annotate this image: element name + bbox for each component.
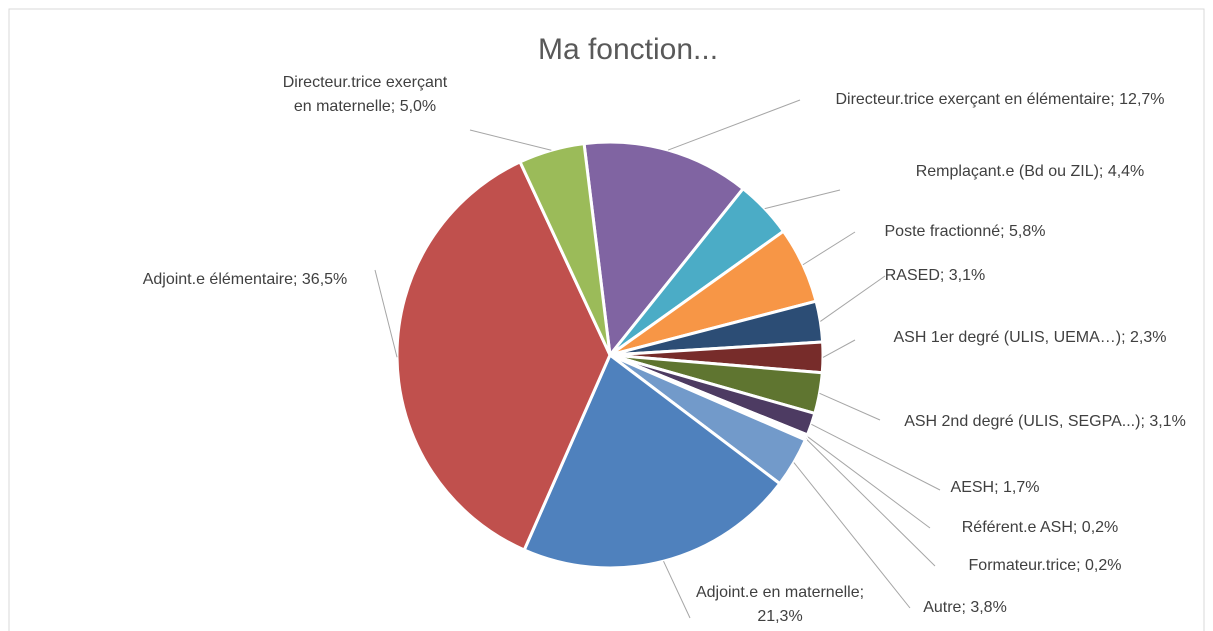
category: Référent.e ASH: [961, 519, 1073, 536]
pie-slice: [518, 141, 612, 356]
leader-line: [469, 129, 552, 151]
value-label: 0,2%: [1085, 557, 1122, 574]
chart-border: [8, 8, 1205, 631]
value-label: 5,8%: [1009, 223, 1046, 240]
separator: ;: [390, 98, 400, 115]
data-label: Référent.e ASH; 0,2%: [940, 516, 1140, 540]
value-label: 12,7%: [1119, 91, 1165, 108]
category: Adjoint.e élémentaire: [142, 271, 294, 288]
separator: ;: [1076, 557, 1085, 574]
leader-line: [374, 269, 398, 358]
separator: ;: [859, 584, 869, 601]
value-label: 3,8%: [970, 599, 1007, 616]
leader-line: [663, 560, 691, 619]
separator: ;: [939, 267, 949, 284]
data-label: Adjoint.e en maternelle; 21,3%: [685, 581, 875, 629]
separator: ;: [1121, 329, 1131, 346]
pie-slice: [395, 159, 612, 552]
category: Autre: [923, 599, 962, 616]
category: ASH 2nd degré (ULIS, SEGPA...): [904, 413, 1141, 430]
separator: ;: [994, 479, 1003, 496]
category: ASH 1er degré (ULIS, UEMA…): [893, 329, 1122, 346]
separator: ;: [1000, 223, 1010, 240]
separator: ;: [1110, 91, 1120, 108]
data-label: Directeur.trice exerçant en maternelle; …: [275, 71, 455, 119]
value-label: 3,1%: [948, 267, 986, 284]
value-label: 5,0%: [399, 98, 437, 115]
leader-line: [806, 435, 931, 529]
data-label: Poste fractionné; 5,8%: [840, 220, 1090, 244]
category: Directeur.trice exerçant en maternelle: [282, 74, 452, 115]
data-label: RASED; 3,1%: [855, 264, 1015, 288]
separator: ;: [961, 599, 971, 616]
value-label: 0,2%: [1081, 519, 1119, 536]
leader-line: [820, 275, 886, 322]
pie-slice: [582, 140, 746, 359]
chart-title: Ma fonction...: [537, 33, 719, 66]
category: Poste fractionné: [884, 223, 1001, 240]
value-label: 1,7%: [1003, 479, 1040, 496]
value-label: 36,5%: [301, 271, 348, 288]
data-label: ASH 2nd degré (ULIS, SEGPA...); 3,1%: [880, 410, 1210, 434]
separator: ;: [1140, 413, 1150, 430]
separator: ;: [293, 271, 302, 288]
category: Formateur.trice: [968, 557, 1077, 574]
leader-line: [811, 423, 941, 491]
category: AESH: [950, 479, 995, 496]
data-label: Remplaçant.e (Bd ou ZIL); 4,4%: [865, 160, 1195, 184]
leader-line: [819, 392, 881, 421]
category: Directeur.trice exerçant en élémentaire: [835, 91, 1111, 108]
data-label: ASH 1er degré (ULIS, UEMA…); 2,3%: [880, 326, 1180, 350]
value-label: 2,3%: [1130, 329, 1167, 346]
data-label: Autre; 3,8%: [905, 596, 1025, 620]
leader-line: [822, 339, 856, 358]
category: RASED: [884, 267, 940, 284]
data-label: Adjoint.e élémentaire; 36,5%: [120, 268, 370, 292]
data-label: Directeur.trice exerçant en élémentaire;…: [800, 88, 1200, 112]
value-label: 21,3%: [757, 608, 803, 625]
separator: ;: [1098, 163, 1108, 180]
category: Adjoint.e en maternelle: [695, 584, 860, 601]
leader-line: [793, 462, 911, 609]
leader-line: [802, 231, 856, 266]
leader-line: [805, 438, 936, 567]
value-label: 4,4%: [1107, 163, 1145, 180]
data-label: AESH; 1,7%: [910, 476, 1080, 500]
leader-line: [667, 99, 801, 151]
value-label: 3,1%: [1149, 413, 1186, 430]
data-label: Formateur.trice; 0,2%: [940, 554, 1150, 578]
separator: ;: [1072, 519, 1082, 536]
leader-line: [764, 189, 841, 210]
category: Remplaçant.e (Bd ou ZIL): [915, 163, 1099, 180]
